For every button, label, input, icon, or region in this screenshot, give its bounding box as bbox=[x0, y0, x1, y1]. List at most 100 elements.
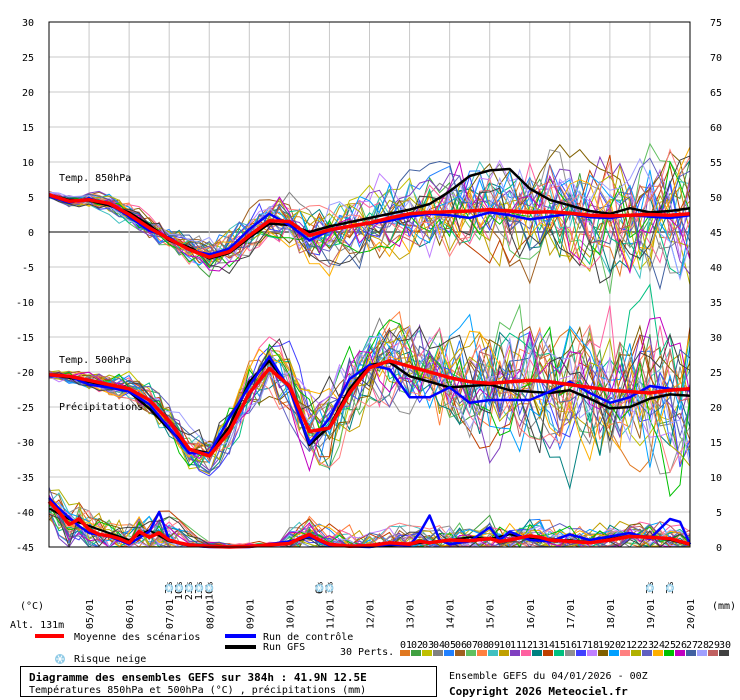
y-tick-right: 25 bbox=[710, 368, 722, 379]
member-t850-30 bbox=[48, 155, 691, 284]
snow-risk-marker bbox=[665, 584, 674, 592]
member-swatch bbox=[554, 650, 564, 656]
mean-t500-line bbox=[48, 359, 691, 458]
mean-t850-line bbox=[48, 193, 691, 259]
member-swatch bbox=[620, 650, 630, 656]
legend-mean-label: Moyenne des scénarios bbox=[74, 631, 200, 643]
member-swatch bbox=[565, 650, 575, 656]
x-tick-date: 11/01 bbox=[325, 599, 336, 629]
y-tick-right: 5 bbox=[716, 508, 722, 519]
legend: 0102030405060708091011121314151617181920… bbox=[35, 634, 731, 664]
x-tick-date: 09/01 bbox=[245, 599, 256, 629]
snow-risk-marker bbox=[325, 584, 334, 592]
x-tick-date: 20/01 bbox=[686, 599, 697, 629]
snowflake-arm bbox=[317, 585, 322, 591]
member-label: 19 bbox=[598, 640, 610, 651]
member-swatch bbox=[719, 650, 729, 656]
snow-risk-marker bbox=[175, 584, 184, 592]
member-swatch bbox=[576, 650, 586, 656]
member-t500-02 bbox=[48, 326, 691, 462]
member-swatch bbox=[543, 650, 553, 656]
x-tick-date: 17/01 bbox=[566, 599, 577, 629]
x-tick-date: 16/01 bbox=[526, 599, 537, 629]
member-swatch bbox=[499, 650, 509, 656]
member-t850-20 bbox=[48, 169, 691, 279]
member-swatch bbox=[642, 650, 652, 656]
y-tick-right: 55 bbox=[710, 158, 722, 169]
member-swatch bbox=[521, 650, 531, 656]
y-tick-right: 35 bbox=[710, 298, 722, 309]
y-tick-left: 5 bbox=[28, 193, 34, 204]
member-label: 27 bbox=[686, 640, 698, 651]
member-label: 23 bbox=[642, 640, 654, 651]
x-tick-date: 07/01 bbox=[165, 599, 176, 629]
member-label: 17 bbox=[576, 640, 588, 651]
snow-risk-marker bbox=[645, 584, 654, 592]
y-tick-left: -40 bbox=[16, 508, 34, 519]
member-label: 04 bbox=[433, 640, 445, 651]
member-label: 06 bbox=[455, 640, 467, 651]
right-axis-unit: (mm) bbox=[712, 601, 736, 612]
y-tick-left: -25 bbox=[16, 403, 34, 414]
snow-risk-marker bbox=[185, 584, 194, 592]
chart-title: Diagramme des ensembles GEFS sur 384h : … bbox=[29, 671, 367, 684]
x-tick-date: 05/01 bbox=[85, 599, 96, 629]
snowflake-arm bbox=[207, 585, 212, 591]
member-swatch bbox=[587, 650, 597, 656]
y-tick-left: 20 bbox=[22, 88, 34, 99]
member-label: 03 bbox=[422, 640, 434, 651]
plot-frame bbox=[48, 21, 691, 548]
snow-risk-marker bbox=[165, 584, 174, 592]
member-label: 28 bbox=[697, 640, 709, 651]
member-label: 02 bbox=[411, 640, 423, 651]
member-swatch bbox=[444, 650, 454, 656]
snow-risk-marker bbox=[205, 584, 214, 592]
member-swatch bbox=[708, 650, 718, 656]
x-tick-date: 13/01 bbox=[406, 599, 417, 629]
member-swatch bbox=[532, 650, 542, 656]
y-tick-left: 10 bbox=[22, 158, 34, 169]
y-tick-right: 65 bbox=[710, 88, 722, 99]
member-swatch bbox=[510, 650, 520, 656]
y-tick-right: 75 bbox=[710, 18, 722, 29]
left-axis-unit: (°C) bbox=[20, 601, 44, 612]
member-swatch bbox=[664, 650, 674, 656]
y-tick-right: 45 bbox=[710, 228, 722, 239]
y-tick-left: -45 bbox=[16, 543, 34, 554]
label-t500: Temp. 500hPa bbox=[59, 355, 131, 366]
x-tick-date: 19/01 bbox=[646, 599, 657, 629]
y-tick-right: 0 bbox=[716, 543, 722, 554]
member-swatch bbox=[466, 650, 476, 656]
x-tick-date: 18/01 bbox=[606, 599, 617, 629]
member-t850-17 bbox=[48, 174, 691, 269]
x-tick-date: 15/01 bbox=[486, 599, 497, 629]
y-tick-left: -20 bbox=[16, 368, 34, 379]
y-tick-right: 70 bbox=[710, 53, 722, 64]
member-label: 24 bbox=[653, 640, 665, 651]
snow-risk-markers: 3%10%23%13%10%6%3%3%3% bbox=[164, 582, 676, 600]
member-label: 14 bbox=[543, 640, 555, 651]
member-swatch bbox=[653, 650, 663, 656]
snowflake-arm bbox=[167, 585, 172, 591]
y-tick-left: -35 bbox=[16, 473, 34, 484]
chart-subtitle: Températures 850hPa et 500hPa (°C) , pré… bbox=[29, 685, 367, 696]
member-label: 22 bbox=[631, 640, 643, 651]
label-t850: Temp. 850hPa bbox=[59, 173, 131, 184]
member-label: 13 bbox=[532, 640, 544, 651]
member-swatch bbox=[455, 650, 465, 656]
mean-precip-line bbox=[47, 500, 691, 549]
member-label: 15 bbox=[554, 640, 566, 651]
member-label: 30 bbox=[719, 640, 731, 651]
snow-risk-marker bbox=[195, 584, 204, 592]
y-tick-right: 30 bbox=[710, 333, 722, 344]
member-swatch bbox=[422, 650, 432, 656]
member-label: 18 bbox=[587, 640, 599, 651]
member-t850-12 bbox=[48, 161, 691, 270]
x-tick-date: 10/01 bbox=[285, 599, 296, 629]
y-tick-right: 40 bbox=[710, 263, 722, 274]
member-swatch bbox=[433, 650, 443, 656]
y-tick-left: 25 bbox=[22, 53, 34, 64]
y-tick-left: -10 bbox=[16, 298, 34, 309]
